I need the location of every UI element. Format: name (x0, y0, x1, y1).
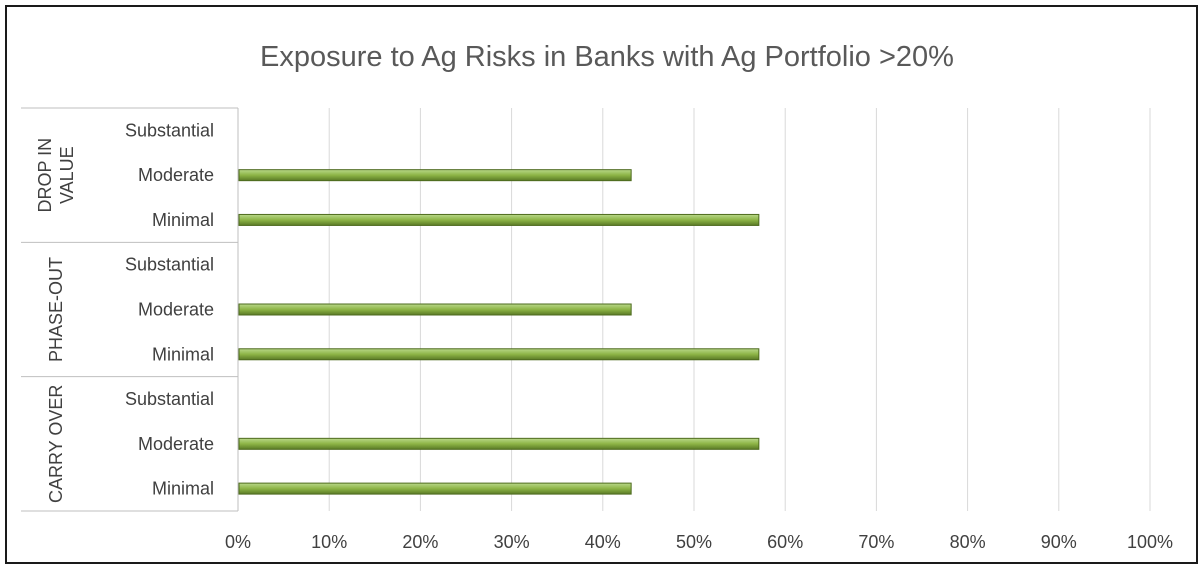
chart-frame (5, 5, 1198, 564)
category-label: Substantial (125, 389, 214, 409)
bar (238, 213, 760, 226)
bar (238, 482, 632, 495)
x-tick-label: 80% (950, 532, 986, 552)
category-label: Substantial (125, 120, 214, 140)
chart-title: Exposure to Ag Risks in Banks with Ag Po… (260, 41, 954, 73)
x-tick-label: 50% (676, 532, 712, 552)
category-axis: DROP IN VALUE Substantial Moderate Minimal PH… (21, 107, 239, 512)
group-label: DROP IN VALUE (35, 138, 77, 213)
bar (238, 348, 760, 361)
bars (238, 169, 760, 495)
x-tick-label: 60% (767, 532, 803, 552)
category-label: Minimal (152, 479, 214, 499)
x-axis-ticks: 0% 10% 20% 30% 40% 50% 60% 70% 80% 90% 100% (225, 532, 1173, 552)
bar (238, 303, 632, 316)
x-tick-label: 90% (1041, 532, 1077, 552)
x-tick-label: 70% (858, 532, 894, 552)
category-label: Minimal (152, 210, 214, 230)
group-label: PHASE-OUT (46, 257, 66, 362)
x-tick-label: 20% (402, 532, 438, 552)
bar (238, 169, 632, 182)
x-tick-label: 0% (225, 532, 251, 552)
category-label: Moderate (138, 165, 214, 185)
category-label: Moderate (138, 300, 214, 320)
x-tick-label: 100% (1127, 532, 1173, 552)
category-label: Substantial (125, 255, 214, 275)
x-tick-label: 40% (585, 532, 621, 552)
x-tick-label: 10% (311, 532, 347, 552)
bar (238, 437, 760, 450)
category-label: Minimal (152, 344, 214, 364)
group-label: CARRY OVER (46, 385, 66, 503)
category-label: Moderate (138, 434, 214, 454)
x-tick-label: 30% (494, 532, 530, 552)
